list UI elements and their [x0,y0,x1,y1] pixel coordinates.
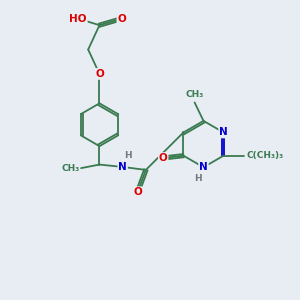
Text: N: N [199,162,208,172]
Text: CH₃: CH₃ [61,164,80,172]
Text: C(CH₃)₃: C(CH₃)₃ [247,151,284,160]
Text: O: O [117,14,126,24]
Text: N: N [118,162,127,172]
Text: O: O [95,69,104,79]
Text: O: O [159,153,168,163]
Text: H: H [124,152,132,160]
Text: N: N [219,128,228,137]
Text: O: O [133,187,142,197]
Text: H: H [194,174,202,183]
Text: HO: HO [69,14,87,24]
Text: CH₃: CH₃ [185,91,204,100]
